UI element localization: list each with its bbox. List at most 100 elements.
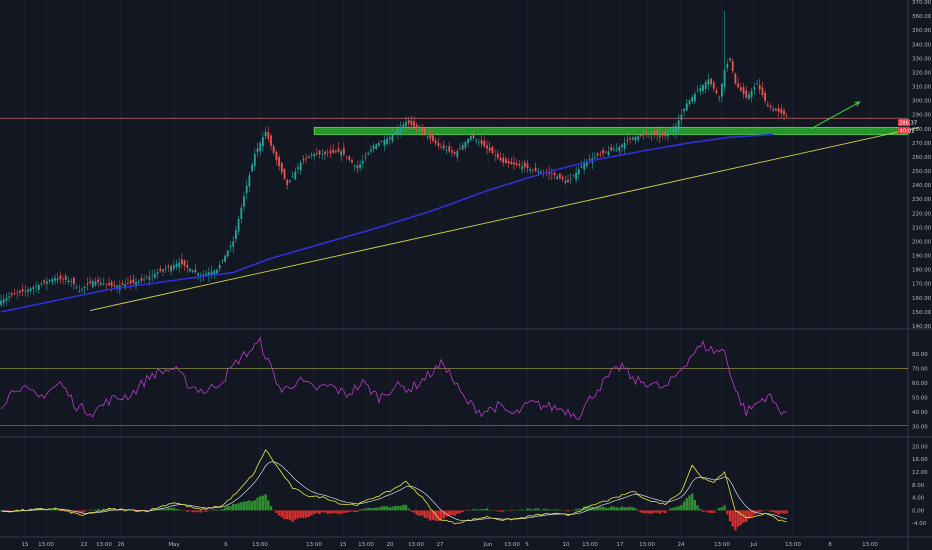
candle-body (380, 141, 383, 143)
candle-body (699, 87, 702, 92)
candle-body (658, 135, 661, 138)
candle-body (78, 290, 81, 292)
candle-body (186, 264, 189, 268)
candle-body (280, 162, 283, 173)
candle-body (626, 139, 629, 141)
macd-histogram-bar (499, 510, 502, 512)
countdown-tag-bg (898, 127, 910, 134)
candle-body (421, 127, 424, 132)
candle-body (488, 147, 491, 151)
candle-body (262, 137, 264, 147)
macd-histogram-bar (415, 510, 418, 515)
candle-body (332, 149, 334, 153)
macd-histogram-bar (407, 508, 410, 511)
macd-histogram-bar (639, 510, 643, 513)
candle-body (775, 108, 777, 111)
macd-histogram-bar (237, 503, 240, 511)
price-axis-tick: 290.00 (912, 113, 932, 119)
rsi-axis-tick: 70.00 (912, 366, 928, 372)
candle-body (510, 161, 513, 164)
candle-body (496, 153, 499, 158)
time-axis-tick: 13:00 (96, 542, 112, 548)
candle-body (783, 110, 785, 115)
candle-body (218, 264, 221, 269)
candle-body (189, 268, 191, 272)
candle-body (43, 280, 46, 283)
macd-histogram-bar (623, 507, 626, 511)
macd-histogram-bar (175, 508, 178, 511)
candle-body (378, 142, 380, 146)
candle-body (59, 275, 62, 280)
candle-body (240, 207, 243, 219)
price-axis-tick: 320.00 (912, 70, 932, 76)
macd-histogram-bar (707, 510, 710, 513)
macd-histogram-bar (70, 510, 73, 514)
macd-histogram-bar (264, 494, 267, 511)
candle-body (272, 146, 275, 153)
macd-histogram-bar (680, 505, 683, 511)
macd-histogram-bar (761, 510, 764, 512)
candle-body (766, 104, 769, 107)
macd-histogram-bar (574, 508, 578, 511)
macd-histogram-bar (672, 507, 675, 511)
candle-body (8, 296, 10, 298)
candle-body (329, 150, 332, 154)
candle-body (588, 158, 591, 160)
candle-body (561, 176, 564, 180)
macd-histogram-bar (61, 510, 65, 511)
macd-histogram-bar (669, 508, 672, 511)
candle-body (610, 147, 613, 151)
macd-histogram-bar (40, 509, 43, 511)
macd-histogram-bar (205, 510, 208, 512)
macd-histogram-bar (310, 510, 313, 516)
macd-histogram-bar (358, 509, 362, 511)
candle-body (275, 151, 278, 160)
macd-histogram-bar (647, 510, 651, 514)
candle-body (337, 148, 340, 152)
macd-histogram-bar (283, 510, 286, 520)
macd-histogram-bar (593, 507, 597, 511)
candle-body (145, 277, 148, 279)
candle-body (151, 275, 154, 276)
macd-histogram-bar (655, 510, 659, 513)
macd-histogram-bar (520, 509, 524, 511)
time-axis-tick: May (168, 542, 180, 548)
macd-histogram-bar (483, 509, 486, 511)
candle-body (221, 260, 224, 261)
candle-body (62, 278, 64, 280)
candle-body (518, 163, 521, 166)
macd-histogram-bar (537, 508, 540, 511)
time-axis-tick: 26 (118, 542, 125, 548)
candle-body (170, 266, 172, 272)
macd-histogram-bar (329, 510, 332, 514)
candle-body (534, 167, 537, 172)
macd-histogram-bar (234, 504, 238, 511)
candle-body (108, 283, 110, 286)
macd-histogram-bar (259, 496, 262, 511)
candle-body (197, 273, 199, 276)
time-axis-tick: 13:00 (252, 542, 268, 548)
macd-histogram-bar (188, 510, 192, 512)
macd-histogram-bar (172, 507, 175, 511)
candle-body (480, 140, 483, 145)
candle-body (256, 148, 259, 153)
macd-histogram-bar (580, 508, 583, 511)
time-axis-tick: 13:00 (714, 542, 730, 548)
candle-body (577, 169, 580, 175)
macd-axis-tick: 16.00 (912, 457, 928, 463)
macd-histogram-bar (588, 506, 591, 511)
candle-body (653, 131, 656, 135)
candle-body (650, 134, 653, 136)
macd-histogram-bar (688, 495, 691, 511)
candle-body (694, 93, 696, 102)
candle-body (24, 290, 27, 292)
candle-body (772, 109, 775, 111)
macd-histogram-bar (307, 510, 310, 518)
candle-body (550, 173, 553, 175)
candle-body (19, 290, 21, 293)
candle-body (172, 264, 175, 269)
macd-histogram-bar (364, 508, 367, 511)
candle-body (397, 129, 399, 135)
candle-body (127, 282, 129, 284)
